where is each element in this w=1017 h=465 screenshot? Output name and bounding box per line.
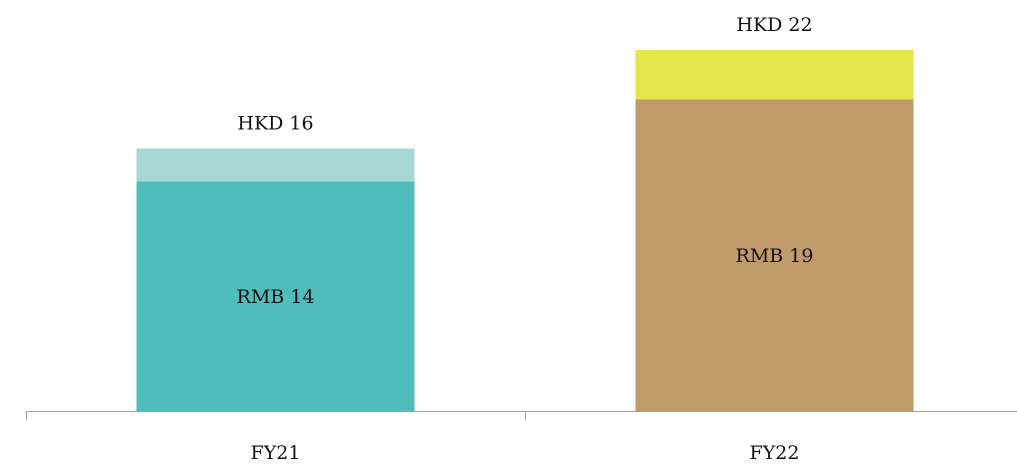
total-label-fy22: HKD 22 [736,14,812,36]
total-label-fy21: HKD 16 [237,112,313,134]
x-axis [26,411,1017,420]
category-label-fy22: FY22 [750,442,800,464]
bars-layer [136,50,914,412]
category-label-fy21: FY21 [251,442,301,464]
bar-segment-fy21-1 [136,181,415,411]
bar-segment-fy21-2 [136,148,415,182]
bar-segment-fy22-2 [635,50,914,100]
labels-layer: RMB 14 HKD 16 FY21 RMB 19 HKD 22 FY22 [237,14,814,464]
segment-label-fy22-1: RMB 19 [736,245,814,267]
segment-label-fy21-1: RMB 14 [237,286,315,308]
bar-segment-fy22-1 [635,99,914,412]
